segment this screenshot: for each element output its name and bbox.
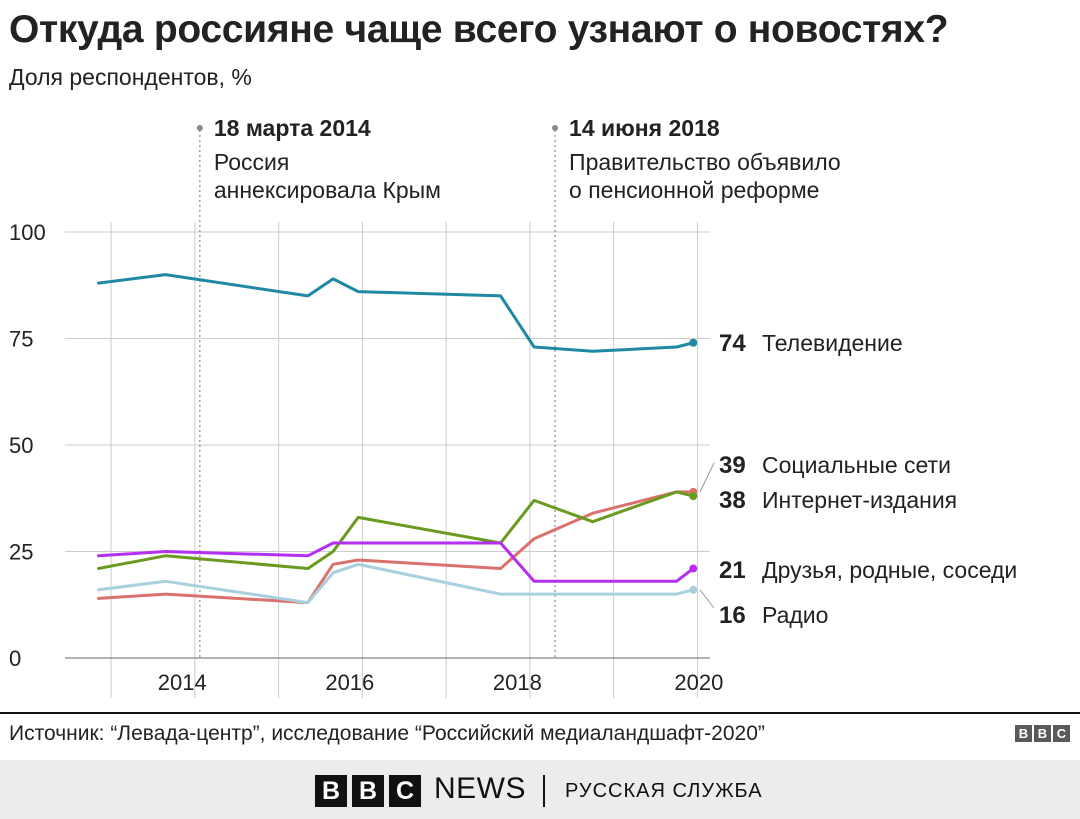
news-label: NEWS: [434, 772, 526, 805]
series-line: [97, 490, 695, 605]
annotation-date: 14 июня 2018: [569, 115, 720, 141]
brand-separator: [543, 775, 545, 807]
bbc-small-logo: B B C: [1015, 725, 1070, 742]
grid: [65, 222, 710, 698]
annotation-text: Правительство объявило: [569, 149, 841, 175]
series-label-value: 21: [719, 557, 746, 584]
series-line: [97, 273, 695, 353]
series-end-dot: [689, 492, 698, 501]
chart-subtitle: Доля респондентов, %: [9, 64, 252, 90]
series-label-value: 38: [719, 487, 746, 514]
bbc-small-letter: B: [1034, 725, 1051, 742]
x-tick-label: 2014: [158, 670, 207, 695]
annotation-text: Россия: [214, 149, 289, 175]
series-line: [97, 490, 695, 570]
series-labels: 74 Телевидение 39 Социальные сети 38 Интернет…: [699, 330, 1017, 629]
annotation-text: аннексировала Крым: [214, 177, 441, 203]
series-line: [97, 562, 695, 605]
y-tick-label: 25: [9, 540, 33, 565]
annotation-dot: [196, 125, 203, 131]
y-tick-label: 0: [9, 646, 21, 671]
y-tick-label: 75: [9, 327, 33, 352]
x-tick-label: 2016: [325, 670, 374, 695]
series-label-value: 16: [719, 602, 746, 629]
annotation-dot: [552, 125, 559, 131]
bbc-logo-letter: B: [352, 775, 384, 807]
brand-bar: [0, 760, 1080, 819]
leader-line: [699, 462, 715, 493]
series-label-name: Друзья, родные, соседи: [762, 557, 1017, 583]
bbc-logo: B B C: [315, 775, 421, 807]
chart-title: Откуда россияне чаще всего узнают о ново…: [9, 8, 949, 51]
footer-divider: [0, 712, 1080, 714]
y-tick-label: 100: [9, 220, 46, 245]
bbc-small-letter: B: [1015, 725, 1032, 742]
source-note: Источник: “Левада-центр”, исследование “…: [9, 722, 765, 745]
series-end-dot: [689, 585, 698, 594]
series-end-dot: [689, 338, 698, 347]
series-label-value: 74: [719, 330, 746, 357]
annotation-date: 18 марта 2014: [214, 115, 371, 141]
y-tick-label: 50: [9, 433, 33, 458]
service-name: РУССКАЯ СЛУЖБА: [565, 780, 763, 802]
series: [97, 273, 698, 605]
bbc-small-letter: C: [1053, 725, 1070, 742]
series-label-name: Радио: [762, 602, 828, 628]
series-label-name: Социальные сети: [762, 452, 951, 478]
series-line: [97, 541, 695, 583]
bbc-logo-letter: B: [315, 775, 347, 807]
x-tick-label: 2018: [493, 670, 542, 695]
series-label-name: Телевидение: [762, 330, 903, 356]
series-label-value: 39: [719, 452, 746, 479]
x-tick-label: 2020: [674, 670, 723, 695]
series-label-name: Интернет-издания: [762, 487, 957, 513]
leader-line: [699, 589, 715, 609]
bbc-logo-letter: C: [389, 775, 421, 807]
axes: 0 25 50 75 100 2014 2016 2018 2020: [9, 220, 723, 695]
series-end-dot: [689, 564, 698, 573]
annotation-text: о пенсионной реформе: [569, 177, 819, 203]
